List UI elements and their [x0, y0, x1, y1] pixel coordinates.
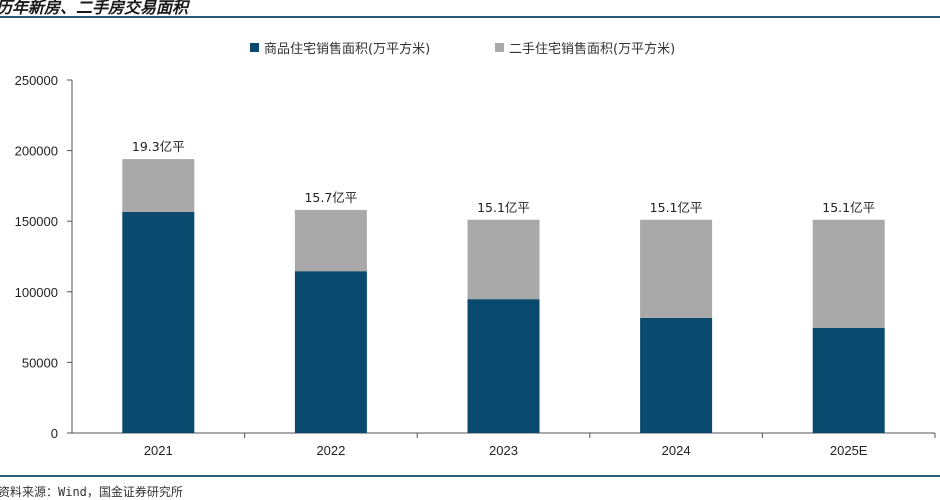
bar-resale-homes [467, 219, 540, 300]
y-tick-label: 50000 [22, 355, 58, 370]
bottom-divider [0, 475, 940, 477]
bar-new-homes [812, 327, 885, 433]
legend-label-new-homes: 商品住宅销售面积(万平方米) [264, 42, 431, 57]
x-tick-label: 2024 [662, 443, 691, 458]
source-note: 资料来源：Wind，国金证券研究所 [0, 485, 183, 499]
y-tick-label: 250000 [15, 73, 58, 88]
bar-new-homes [640, 317, 713, 433]
bar-new-homes [467, 299, 540, 433]
legend-item-resale-homes: 二手住宅销售面积(万平方米) [495, 38, 675, 57]
legend-swatch-new-homes [250, 43, 259, 52]
page-title: 历年新房、二手房交易面积 [0, 0, 189, 17]
y-tick-label: 100000 [15, 285, 58, 300]
x-tick-label: 2022 [316, 443, 345, 458]
x-tick-label: 2023 [489, 443, 518, 458]
y-tick-label: 0 [51, 426, 58, 441]
legend-swatch-resale-homes [495, 43, 504, 52]
data-label-total: 15.1亿平 [477, 200, 530, 215]
legend-item-new-homes: 商品住宅销售面积(万平方米) [250, 38, 430, 57]
legend-label-resale-homes: 二手住宅销售面积(万平方米) [509, 42, 676, 57]
data-label-total: 15.1亿平 [822, 200, 875, 215]
y-tick-label: 150000 [15, 214, 58, 229]
data-label-total: 15.1亿平 [650, 200, 703, 215]
top-divider [0, 16, 940, 18]
x-tick-label: 2025E [830, 443, 868, 458]
bar-new-homes [294, 271, 367, 433]
bar-resale-homes [122, 159, 195, 213]
data-label-total: 15.7亿平 [304, 190, 357, 205]
bar-resale-homes [812, 219, 885, 328]
data-label-total: 19.3亿平 [132, 139, 185, 154]
y-tick-label: 200000 [15, 144, 58, 159]
bar-new-homes [122, 212, 195, 433]
bar-resale-homes [640, 219, 713, 318]
x-tick-label: 2021 [144, 443, 173, 458]
bar-resale-homes [294, 209, 367, 272]
